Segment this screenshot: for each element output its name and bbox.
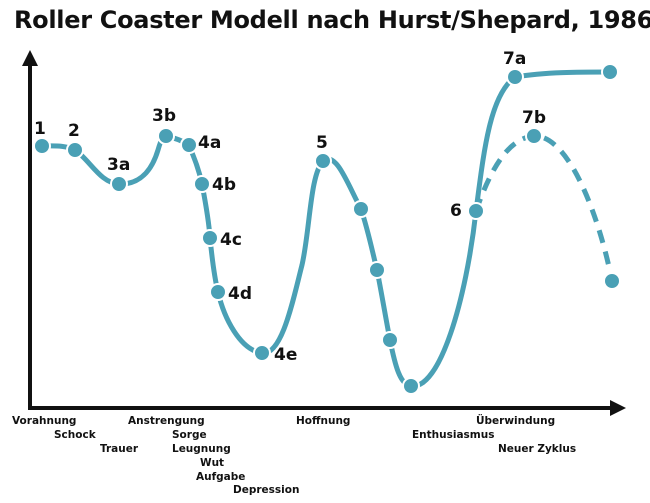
stage-dot-4a xyxy=(180,136,198,154)
stage-dot-7b xyxy=(525,127,543,145)
x-axis-label: Enthusiasmus xyxy=(412,429,494,441)
curve-dot-6 xyxy=(603,272,621,290)
stage-label-4c: 4c xyxy=(220,230,242,250)
x-axis-label: Neuer Zyklus xyxy=(498,443,576,455)
stage-dot-4e xyxy=(253,344,271,362)
curve-dot-4 xyxy=(402,377,420,395)
stage-dot-6 xyxy=(467,202,485,220)
stage-label-5: 5 xyxy=(316,133,328,153)
stage-labels: 1 2 3a 3b 4a 4b 4c 4d 4e 5 6 7a 7b xyxy=(34,49,546,365)
x-axis-label: Wut xyxy=(200,457,224,469)
stage-label-4b: 4b xyxy=(212,175,236,195)
x-axis-label: Leugnung xyxy=(172,443,231,455)
curve-dot-1 xyxy=(352,200,370,218)
stage-dot-1 xyxy=(33,137,51,155)
stage-dot-4c xyxy=(201,229,219,247)
stage-dot-5 xyxy=(314,152,332,170)
chart-title: Roller Coaster Modell nach Hurst/Shepard… xyxy=(14,6,650,34)
stage-label-4d: 4d xyxy=(228,284,252,304)
stage-label-3b: 3b xyxy=(152,106,176,126)
stage-label-7a: 7a xyxy=(503,49,526,69)
stage-label-6: 6 xyxy=(450,201,462,221)
x-axis-label: Schock xyxy=(54,429,97,441)
x-axis-label: Vorahnung xyxy=(12,415,76,427)
stage-dot-7a xyxy=(506,68,524,86)
x-axis-label: Depression xyxy=(233,484,299,496)
stage-label-7b: 7b xyxy=(522,108,546,128)
x-axis-arrowhead xyxy=(610,400,626,416)
stage-dot-4d xyxy=(209,283,227,301)
x-axis-label: Trauer xyxy=(100,443,139,455)
stage-dot-2 xyxy=(66,141,84,159)
stage-dot-3a xyxy=(110,175,128,193)
stage-label-4e: 4e xyxy=(274,345,297,365)
stage-label-2: 2 xyxy=(68,121,80,141)
x-axis-label: Überwindung xyxy=(476,413,555,427)
x-axis-label: Hoffnung xyxy=(296,415,350,427)
curve-dot-3 xyxy=(381,331,399,349)
x-axis-label: Aufgabe xyxy=(196,471,245,483)
stage-label-3a: 3a xyxy=(107,155,130,175)
stage-label-4a: 4a xyxy=(198,133,221,153)
stage-dot-3b xyxy=(157,127,175,145)
curve-dot-2 xyxy=(368,261,386,279)
y-axis-arrowhead xyxy=(22,50,38,66)
new-cycle-dashed-curve xyxy=(473,133,615,282)
stage-markers xyxy=(33,63,621,395)
stage-label-1: 1 xyxy=(34,119,46,139)
x-axis-label: Sorge xyxy=(172,429,207,441)
stage-dot-4b xyxy=(193,175,211,193)
x-axis-label: Anstrengung xyxy=(128,415,205,427)
curve-dot-5 xyxy=(601,63,619,81)
